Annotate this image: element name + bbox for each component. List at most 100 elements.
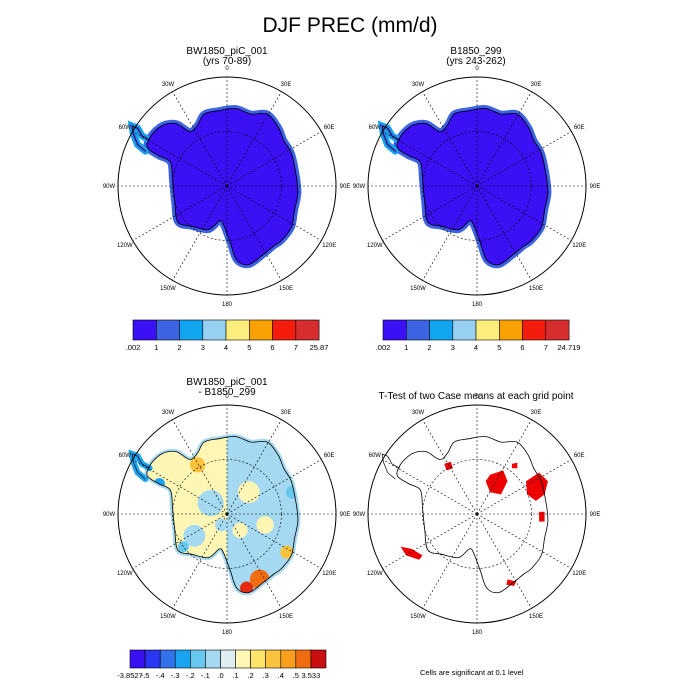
longitude-label: 30W — [412, 410, 425, 416]
diff-blob-cool — [183, 524, 206, 547]
longitude-label: 90E — [340, 184, 351, 190]
colorbar-label: 24.719 — [558, 343, 581, 352]
map-border — [367, 404, 587, 624]
diff-blob-cool — [229, 543, 247, 561]
colorbar-label: 7 — [294, 343, 298, 352]
graticule: 0 30E 60E 90E 120E 150E 180 150W 120W 90W 60W 30W — [353, 394, 601, 636]
panel-title-line2: - B1850_299 — [198, 387, 256, 398]
longitude-label: 150E — [529, 614, 543, 620]
colorbar-swatch — [310, 649, 327, 669]
diff-blob-edge — [189, 457, 206, 473]
longitude-label: 30W — [162, 410, 175, 416]
significance-note: Cells are significant at 0.1 level — [420, 668, 524, 677]
colorbar-swatch — [132, 319, 157, 341]
longitude-label: 60W — [369, 453, 382, 459]
peninsula-coastline — [381, 453, 400, 480]
colorbar-swatch — [225, 319, 250, 341]
longitude-label: 60E — [324, 453, 335, 459]
longitude-label: 120E — [572, 243, 586, 249]
diff-blob-warm — [237, 481, 260, 504]
longitude-label: 60W — [119, 125, 132, 131]
precip-interior — [396, 107, 549, 266]
figure-title: DJF PREC (mm/d) — [262, 14, 438, 37]
latitude-circle — [172, 459, 282, 569]
colorbar-label: 4 — [474, 343, 478, 352]
colorbar-swatch — [129, 649, 146, 669]
peninsula-coastline — [131, 453, 150, 480]
colorbar-label: 3 — [451, 343, 455, 352]
colorbar-label: 2 — [177, 343, 181, 352]
colorbar-label: 3 — [201, 343, 205, 352]
graticule: 0 30E 60E 90E 120E 150E 180 150W 120W 90W 60W 30W — [103, 394, 351, 636]
longitude-label: 150W — [410, 286, 426, 292]
colorbar-label: -.4 — [156, 671, 165, 680]
peninsula-coastline — [381, 125, 400, 152]
longitude-label: 30W — [162, 82, 175, 88]
diff-blob-warm — [256, 516, 274, 534]
colorbar-label: 25.87 — [310, 343, 329, 352]
meridian-line — [382, 513, 478, 569]
colorbar-swatch — [205, 649, 221, 669]
colorbar-label: 1 — [404, 343, 408, 352]
colorbar-label: 4 — [224, 343, 228, 352]
longitude-label: 90E — [590, 184, 601, 190]
colorbar-swatch — [220, 649, 236, 669]
coastline — [146, 108, 299, 266]
colorbar-swatch — [272, 319, 297, 341]
coastline — [146, 436, 299, 594]
longitude-label: 0 — [225, 66, 229, 72]
colorbar-swatch — [498, 319, 523, 341]
longitude-label: 150W — [160, 286, 176, 292]
significant-cells — [400, 546, 423, 560]
longitude-label: 90W — [103, 184, 116, 190]
colorbar-label: .3 — [263, 671, 269, 680]
colorbar-b1850: .002 1 2 3 4 5 6 7 24.719 — [376, 319, 581, 352]
longitude-label: 180 — [222, 630, 233, 636]
diff-blob-warm — [232, 522, 248, 539]
colorbar-swatch — [250, 649, 267, 669]
panel-title-line2: (yrs 243-262) — [446, 56, 506, 67]
precip-interior — [146, 107, 299, 266]
colorbar-label: .0 — [217, 671, 223, 680]
longitude-label: 90E — [590, 512, 601, 518]
longitude-label: 150E — [279, 286, 293, 292]
colorbar-label: 2 — [427, 343, 431, 352]
longitude-label: 150E — [529, 286, 543, 292]
diff-blob-cool — [215, 518, 229, 532]
diff-blob-edge — [280, 545, 294, 559]
colorbar-swatch — [235, 649, 251, 669]
colorbar-swatch — [174, 649, 191, 669]
panel-title-diff: BW1850_piC_001 - B1850_299 — [117, 378, 337, 398]
longitude-label: 120E — [572, 571, 586, 577]
map-border — [367, 76, 587, 296]
colorbar-label: .2 — [247, 671, 253, 680]
colorbar-swatch — [144, 649, 161, 669]
colorbar-label: -.1 — [201, 671, 210, 680]
longitude-label: 60W — [369, 125, 382, 131]
colorbar-label: 5 — [247, 343, 251, 352]
longitude-label: 120W — [117, 571, 133, 577]
map-panel-bw1850: 0 30E 60E 90E 120E 150E 180 150W 120W 90W 60W 30W — [103, 66, 351, 308]
colorbar-swatch — [545, 319, 570, 341]
colorbar-label: 7 — [544, 343, 548, 352]
latitude-circle — [422, 459, 532, 569]
map-border — [117, 76, 337, 296]
colorbar-swatch — [249, 319, 273, 341]
panel-title-line1: B1850_299 — [450, 46, 502, 57]
significant-cells — [539, 511, 545, 522]
longitude-label: 90E — [340, 512, 351, 518]
longitude-label: 120W — [367, 571, 383, 577]
longitude-label: 90W — [353, 512, 366, 518]
colorbar-swatch — [190, 649, 206, 669]
longitude-label: 90W — [353, 184, 366, 190]
colorbar-swatch — [179, 319, 204, 341]
panel-title-line1: T-Test of two Case means at each grid po… — [378, 391, 574, 402]
longitude-label: 120E — [322, 571, 336, 577]
colorbar-label: .002 — [376, 343, 391, 352]
longitude-label: 0 — [475, 394, 479, 400]
longitude-label: 60E — [574, 125, 585, 131]
significant-cells — [526, 472, 548, 501]
longitude-label: 150W — [410, 614, 426, 620]
panel-title-line1: BW1850_piC_001 — [186, 46, 268, 57]
longitude-label: 180 — [472, 302, 483, 308]
